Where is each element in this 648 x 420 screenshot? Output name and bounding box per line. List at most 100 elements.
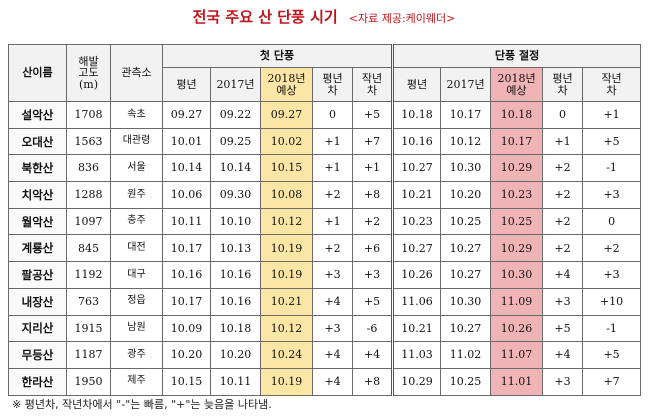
first-2018-cell: 10.02 <box>260 127 313 156</box>
peak-2018-cell: 10.17 <box>490 127 544 156</box>
peak-diff-last-cell: +10 <box>582 287 642 316</box>
header-first-diff-last: 작년 차 <box>351 67 394 102</box>
mountain-name: 북한산 <box>8 154 67 183</box>
peak-2017-cell: 10.25 <box>440 367 492 396</box>
table-row: 지리산 1915 남원 10.09 10.18 10.12 +3 -6 10.21 10.27 10… <box>8 314 642 343</box>
first-avg-cell: 10.16 <box>162 261 211 289</box>
peak-diff-avg-cell: +2 <box>542 207 584 236</box>
altitude-cell: 836 <box>66 154 111 183</box>
peak-diff-last-cell: -1 <box>582 314 642 343</box>
peak-avg-cell: 10.18 <box>391 101 442 129</box>
first-avg-cell: 10.11 <box>162 207 211 236</box>
mountain-name: 월악산 <box>8 207 67 236</box>
first-avg-cell: 10.20 <box>162 341 211 369</box>
peak-diff-avg-cell: +4 <box>542 261 584 289</box>
header-peak-foliage: 단풍 절정 <box>391 44 642 68</box>
mountain-name: 설악산 <box>8 101 67 129</box>
peak-2018-cell: 10.29 <box>490 234 544 263</box>
peak-2018-cell: 10.25 <box>490 207 544 236</box>
header-row-2: 평년 2017년 2018년 예상 평년 차 작년 차 평년 2017년 201… <box>9 67 642 102</box>
peak-avg-cell: 10.26 <box>391 261 442 289</box>
header-first-diff-avg: 평년 차 <box>312 67 353 102</box>
first-diff-avg-cell: 0 <box>312 101 353 129</box>
header-peak-diff-last: 작년 차 <box>582 67 642 102</box>
peak-diff-avg-cell: +4 <box>542 341 584 369</box>
altitude-cell: 1708 <box>66 101 111 129</box>
table-row: 한라산 1950 제주 10.15 10.11 10.19 +4 +8 10.29 10.25 11… <box>8 367 642 396</box>
first-diff-avg-cell: +4 <box>312 367 353 396</box>
station-cell: 정읍 <box>110 287 163 316</box>
peak-2017-cell: 10.17 <box>440 101 492 129</box>
title-bar: 전국 주요 산 단풍 시기 <자료 제공:케이웨더> <box>0 6 648 27</box>
first-2018-cell: 10.19 <box>260 234 313 263</box>
table-row: 북한산 836 서울 10.14 10.14 10.15 +1 +1 10.27 10.30 10.… <box>8 154 642 183</box>
first-diff-last-cell: +4 <box>351 341 394 369</box>
station-cell: 서울 <box>110 154 163 183</box>
header-first-avg: 평년 <box>162 67 211 102</box>
peak-diff-last-cell: -1 <box>582 154 642 183</box>
source-label: <자료 제공:케이웨더> <box>348 12 456 25</box>
first-2018-cell: 10.21 <box>260 287 313 316</box>
altitude-cell: 1563 <box>66 127 111 156</box>
first-2018-cell: 10.12 <box>260 207 313 236</box>
header-row-1: 산이름 해발 고도 (m) 관측소 첫 단풍 단풍 절정 <box>8 44 642 102</box>
first-diff-last-cell: +3 <box>351 261 394 289</box>
peak-avg-cell: 10.27 <box>391 154 442 183</box>
table-body: 설악산 1708 속초 09.27 09.22 09.27 0 +5 10.18 10.17 10.… <box>8 101 642 396</box>
peak-diff-last-cell: +5 <box>582 127 642 156</box>
peak-diff-last-cell: +3 <box>582 181 642 209</box>
mountain-name: 치악산 <box>8 181 67 209</box>
first-2018-cell: 10.12 <box>260 314 313 343</box>
altitude-cell: 1187 <box>66 341 111 369</box>
peak-2018-cell: 10.23 <box>490 181 544 209</box>
peak-2018-cell: 10.29 <box>490 154 544 183</box>
peak-2017-cell: 10.27 <box>440 314 492 343</box>
peak-avg-cell: 10.29 <box>391 367 442 396</box>
peak-2017-cell: 10.27 <box>440 261 492 289</box>
header-station: 관측소 <box>110 44 163 102</box>
first-2017-cell: 10.16 <box>210 261 261 289</box>
peak-avg-cell: 10.23 <box>391 207 442 236</box>
altitude-cell: 845 <box>66 234 111 263</box>
station-cell: 대전 <box>110 234 163 263</box>
peak-2018-cell: 10.18 <box>490 101 544 129</box>
first-diff-avg-cell: +1 <box>312 154 353 183</box>
first-2018-cell: 10.08 <box>260 181 313 209</box>
table-row: 팔공산 1192 대구 10.16 10.16 10.19 +3 +3 10.26 10.27 10… <box>8 261 642 289</box>
peak-diff-avg-cell: +2 <box>542 181 584 209</box>
peak-diff-avg-cell: +2 <box>542 234 584 263</box>
header-mountain: 산이름 <box>8 44 67 102</box>
first-2017-cell: 10.11 <box>210 367 261 396</box>
peak-diff-last-cell: +2 <box>582 234 642 263</box>
peak-diff-last-cell: +1 <box>582 101 642 129</box>
altitude-cell: 1288 <box>66 181 111 209</box>
altitude-cell: 763 <box>66 287 111 316</box>
page-title: 전국 주요 산 단풍 시기 <box>192 8 338 26</box>
peak-diff-last-cell: +3 <box>582 261 642 289</box>
first-2017-cell: 10.10 <box>210 207 261 236</box>
peak-avg-cell: 10.21 <box>391 181 442 209</box>
first-2018-cell: 10.24 <box>260 341 313 369</box>
first-2018-cell: 10.19 <box>260 261 313 289</box>
first-diff-avg-cell: +2 <box>312 181 353 209</box>
footnote: ※ 평년차, 작년차에서 "-"는 빠름, "+"는 늦음을 나타냄. <box>12 398 272 411</box>
table-row: 내장산 763 정읍 10.17 10.16 10.21 +4 +5 11.06 10.30 11.… <box>8 287 642 316</box>
station-cell: 제주 <box>110 367 163 396</box>
peak-2017-cell: 10.27 <box>440 234 492 263</box>
first-avg-cell: 10.06 <box>162 181 211 209</box>
first-2017-cell: 09.25 <box>210 127 261 156</box>
mountain-name: 오대산 <box>8 127 67 156</box>
header-peak-2017: 2017년 <box>440 67 492 102</box>
header-peak-2018: 2018년 예상 <box>490 67 544 102</box>
peak-avg-cell: 10.16 <box>391 127 442 156</box>
table-row: 무등산 1187 광주 10.20 10.20 10.24 +4 +4 11.03 11.02 11… <box>8 341 642 369</box>
table-row: 치악산 1288 원주 10.06 09.30 10.08 +2 +8 10.21 10.20 10… <box>8 181 642 209</box>
header-peak-avg: 평년 <box>391 67 442 102</box>
first-avg-cell: 10.01 <box>162 127 211 156</box>
first-diff-avg-cell: +1 <box>312 127 353 156</box>
peak-diff-avg-cell: +3 <box>542 287 584 316</box>
header-altitude: 해발 고도 (m) <box>66 44 111 102</box>
peak-2017-cell: 10.12 <box>440 127 492 156</box>
first-avg-cell: 10.14 <box>162 154 211 183</box>
first-diff-avg-cell: +3 <box>312 314 353 343</box>
